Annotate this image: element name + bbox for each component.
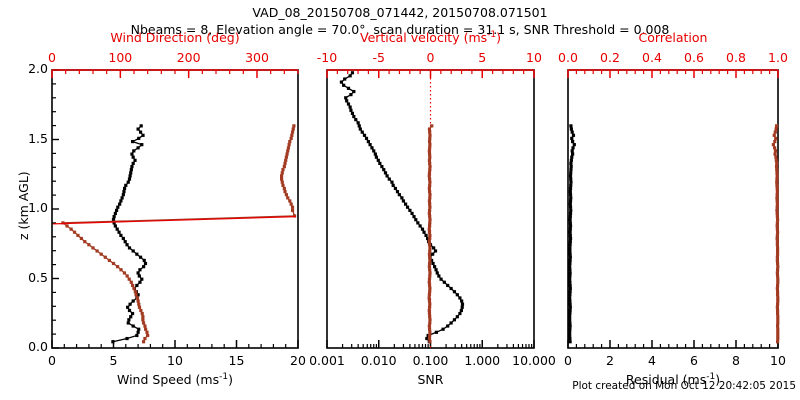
y-tick-label: 2.0 — [28, 61, 48, 76]
x-tick-label: 0.001 — [309, 353, 345, 368]
x2-tick-label: 5 — [478, 50, 487, 65]
x2-tick-label: 0.2 — [600, 50, 620, 65]
x2-tick-label: 300 — [245, 50, 269, 65]
panel-wind-x-axis-title: Wind Speed (ms-1) — [117, 371, 233, 387]
x-tick-label: 10.000 — [512, 353, 556, 368]
x-tick-label: 10 — [167, 353, 183, 368]
x2-tick-label: 0.0 — [558, 50, 578, 65]
panel-snr-x-axis-title: SNR — [417, 372, 444, 387]
y-tick-label: 0.5 — [28, 269, 48, 285]
x-tick-label: 4 — [648, 353, 656, 368]
x-tick-label: 0 — [48, 353, 56, 368]
vertical-velocity-series — [427, 124, 434, 344]
panel-snr-x2-axis-title: Vertical velocity (ms-1) — [359, 29, 502, 45]
x-tick-label: 20 — [290, 353, 306, 368]
x-tick-label: 15 — [228, 353, 245, 368]
x2-tick-label: 1.0 — [768, 50, 788, 65]
x-tick-label: 6 — [690, 353, 698, 368]
x-tick-label: 5 — [109, 353, 118, 368]
x-tick-label: 2 — [606, 353, 614, 368]
wind-speed-series — [111, 124, 148, 344]
snr-series — [339, 71, 465, 344]
x2-tick-label: 0.6 — [684, 50, 704, 65]
x2-tick-label: 0.8 — [726, 50, 746, 65]
panel-residual-x2-axis-title: Correlation — [638, 30, 708, 45]
y-tick-label: 1.0 — [28, 200, 48, 215]
x-tick-label: 0 — [564, 353, 572, 368]
x2-tick-label: 200 — [176, 50, 201, 65]
x2-tick-label: 100 — [108, 50, 133, 65]
x-tick-label: 8 — [732, 353, 740, 368]
wind-direction-wrap-line — [52, 216, 297, 225]
x-tick-label: 0.010 — [360, 353, 397, 368]
panel-residual-x-axis-title: Residual (ms-1) — [625, 371, 721, 387]
x-tick-label: 1.000 — [464, 353, 501, 368]
x2-tick-label: 10 — [526, 50, 542, 65]
x-tick-label: 10 — [770, 353, 786, 368]
correlation-series — [771, 124, 780, 344]
x2-tick-label: 0.4 — [642, 50, 662, 65]
figure-subtitle: Nbeams = 8, Elevation angle = 70.0°, sca… — [130, 22, 670, 37]
x2-tick-label: -5 — [372, 50, 385, 65]
x-tick-label: 0.100 — [412, 353, 449, 368]
x2-tick-label: -10 — [316, 50, 338, 65]
y-tick-label: 0.0 — [28, 339, 48, 354]
x2-tick-label: 0 — [426, 50, 435, 65]
y-tick-label: 1.5 — [28, 130, 48, 146]
panel-wind-x2-axis-title: Wind Direction (deg) — [110, 30, 240, 45]
plot-credit: Plot created on Mon Oct 12 20:42:05 2015 — [572, 380, 796, 392]
residual-series — [568, 124, 576, 344]
wind-direction-series — [61, 124, 297, 344]
x2-tick-label: 0 — [48, 50, 56, 65]
figure-title: VAD_08_20150708_071442, 20150708.071501 — [252, 5, 548, 20]
